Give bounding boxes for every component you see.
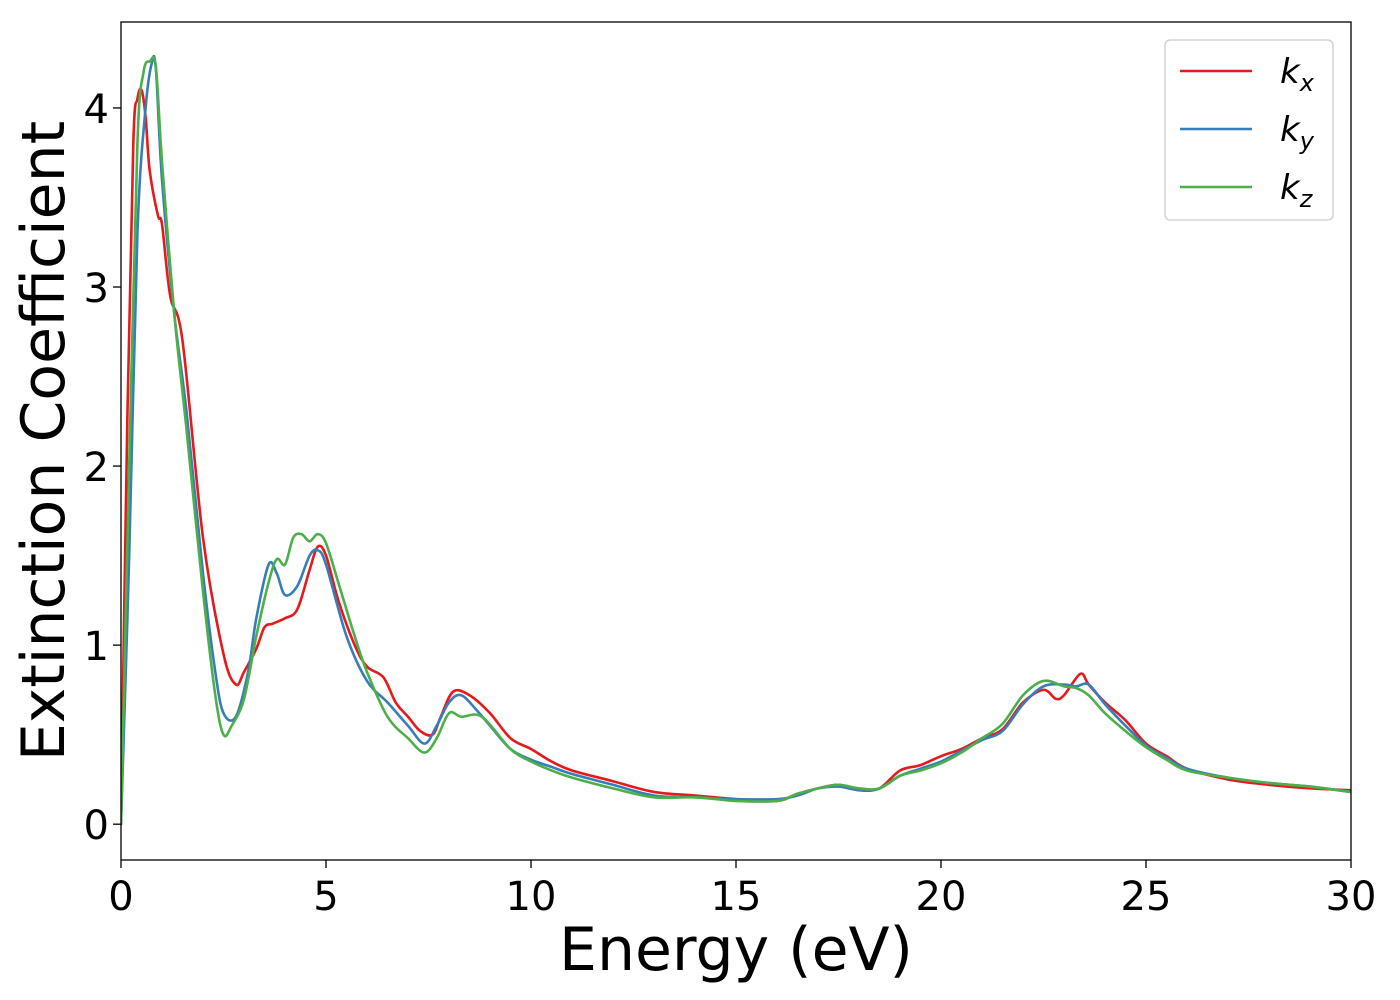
x-tick-label: 30: [1326, 874, 1377, 920]
y-tick-label: 1: [84, 624, 109, 670]
legend-label-ky: ky: [1280, 110, 1315, 155]
y-tick-label: 0: [84, 803, 109, 849]
x-tick-label: 0: [108, 874, 133, 920]
legend-label-kx: kx: [1280, 52, 1315, 97]
series-line-kx: [121, 87, 1351, 826]
legend-label-kz: kz: [1280, 168, 1314, 213]
x-tick-label: 25: [1121, 874, 1172, 920]
x-axis-ticks: 0 5 10 15 20 25 30: [108, 860, 1376, 920]
x-tick-label: 10: [506, 874, 557, 920]
x-tick-label: 15: [711, 874, 762, 920]
legend: kx ky kz: [1164, 39, 1334, 221]
x-tick-label: 20: [916, 874, 967, 920]
plot-frame: [120, 21, 1352, 861]
plot-area: [121, 22, 1351, 860]
series-lines: [121, 54, 1351, 826]
x-tick-label: 5: [313, 874, 338, 920]
x-axis-title: Energy (eV): [559, 915, 913, 985]
series-line-kz: [121, 56, 1351, 826]
y-tick-label: 4: [84, 87, 109, 133]
y-axis-ticks: 0 1 2 3 4: [84, 87, 121, 849]
y-tick-label: 3: [84, 266, 109, 312]
y-axis-title: Extinction Coefficient: [9, 121, 79, 761]
y-tick-label: 2: [84, 445, 109, 491]
